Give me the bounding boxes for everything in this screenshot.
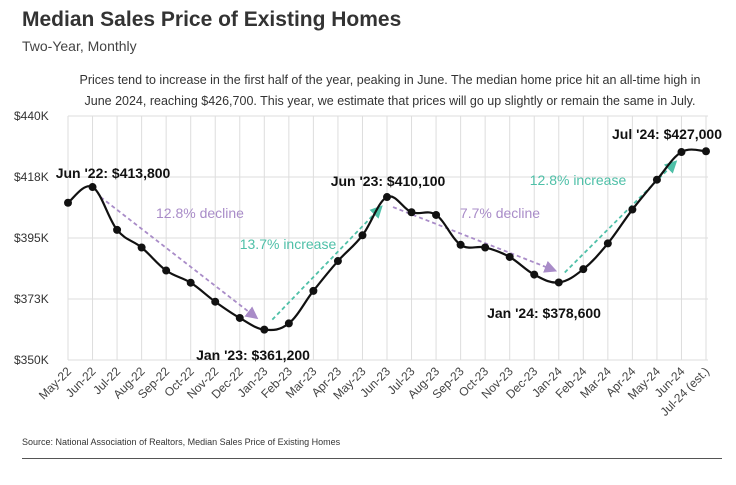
decline-arrow: [392, 206, 558, 273]
data-point: [603, 239, 612, 248]
x-axis: May-22Jun-22Jul-22Aug-22Sep-22Oct-22Nov-…: [36, 364, 712, 419]
y-tick-label: $373K: [14, 292, 49, 306]
chart-description: Prices tend to increase in the first hal…: [70, 70, 710, 112]
decline-label: 7.7% decline: [460, 205, 540, 221]
callout-label: Jun '23: $410,100: [331, 173, 446, 189]
callout-label: Jul '24: $427,000: [612, 126, 722, 142]
data-point: [333, 257, 342, 266]
y-tick-label: $350K: [14, 353, 49, 367]
data-point: [407, 208, 416, 217]
data-point: [260, 325, 269, 334]
data-point: [113, 225, 122, 234]
data-point: [137, 243, 146, 252]
data-point: [235, 313, 244, 322]
increase-arrow: [564, 160, 678, 274]
data-point: [383, 193, 391, 202]
data-point: [64, 198, 72, 207]
decline-arrow: [99, 196, 259, 320]
data-point: [88, 183, 97, 192]
data-point: [579, 265, 588, 274]
description-line-1: Prices tend to increase in the first hal…: [79, 73, 701, 87]
y-axis: $350K $373K $395K $418K $440K: [14, 109, 49, 367]
annotations: Jun '22: $413,800 Jan '23: $361,200 Jun '2…: [56, 126, 723, 363]
data-point: [652, 175, 661, 184]
callout-label: Jun '22: $413,800: [56, 165, 171, 181]
source-note: Source: National Association of Realtors…: [22, 437, 341, 447]
data-point: [677, 148, 686, 157]
line-chart: $350K $373K $395K $418K $440K May-22Jun-22Ju…: [14, 109, 723, 419]
data-point: [432, 210, 441, 219]
description-line-2: June 2024, reaching $426,700. This year,…: [84, 94, 696, 108]
decline-label: 12.8% decline: [156, 205, 244, 221]
chart-subtitle: Two-Year, Monthly: [22, 38, 137, 54]
callout-label: Jan '23: $361,200: [196, 347, 310, 363]
data-point: [358, 231, 367, 240]
data-point: [481, 243, 490, 252]
data-point: [211, 297, 220, 306]
data-point: [530, 270, 539, 279]
trend-arrows: 12.8% decline 13.7% increase 7.7% decline 1…: [99, 160, 678, 321]
data-point: [554, 278, 563, 287]
increase-arrow: [271, 205, 383, 321]
y-tick-label: $395K: [14, 231, 49, 245]
data-point: [628, 205, 637, 214]
series-points: [64, 147, 710, 334]
data-point: [505, 252, 514, 261]
chart-title: Median Sales Price of Existing Homes: [22, 8, 402, 31]
footer-divider: [22, 458, 722, 459]
grid: [67, 115, 708, 361]
callout-label: Jan '24: $378,600: [487, 305, 601, 321]
increase-label: 12.8% increase: [530, 172, 627, 188]
data-point: [702, 147, 710, 156]
increase-label: 13.7% increase: [240, 236, 337, 252]
data-point: [162, 266, 171, 275]
data-point: [186, 278, 195, 287]
data-point: [309, 286, 318, 295]
data-point: [456, 240, 465, 249]
y-tick-label: $418K: [14, 170, 49, 184]
y-tick-label: $440K: [14, 109, 49, 123]
data-point: [284, 319, 293, 328]
